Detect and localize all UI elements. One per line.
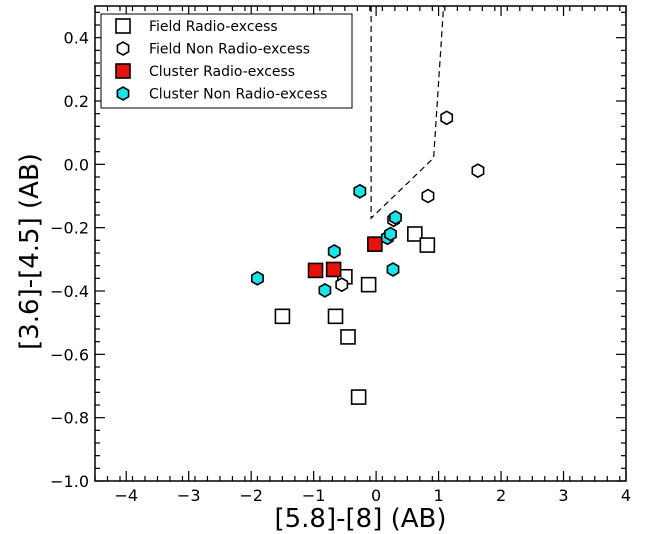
y-tick-label: 0.2: [64, 92, 89, 111]
field-non-radio-excess-point: [471, 163, 485, 179]
y-tick-label: 0.0: [64, 155, 89, 174]
legend-box: [100, 13, 353, 109]
field-radio-excess-point: [350, 389, 367, 405]
legend-label: Field Non Radio-excess: [149, 42, 310, 58]
agn-wedge-boundary: [370, 5, 445, 220]
x-tick-label: 0: [371, 486, 381, 505]
field-radio-excess-point: [327, 308, 344, 325]
wedge-line: [370, 5, 445, 220]
y-tick-label: −1.0: [50, 472, 89, 491]
x-tick-label: 2: [496, 486, 506, 505]
legend-marker: [115, 63, 131, 79]
y-tick-label: −0.8: [50, 409, 89, 428]
y-tick-label: −0.4: [50, 282, 89, 301]
y-tick-label: −0.2: [50, 219, 89, 238]
cluster-radio-excess-point: [325, 261, 342, 278]
legend-label: Cluster Radio-excess: [149, 64, 295, 80]
y-axis-label: [3.6]-[4.5] (AB): [15, 153, 45, 350]
cluster-non-radio-excess-point: [384, 226, 397, 242]
legend: Field Radio-excess Field Non Radio-excess…: [100, 13, 353, 109]
field-non-radio-excess-point: [421, 188, 435, 204]
cluster-non-radio-excess-point: [318, 282, 332, 298]
plot-frame: [94, 5, 627, 482]
x-tick-label: 4: [621, 486, 631, 505]
field-non-radio-excess-point: [440, 110, 454, 126]
cluster-radio-excess-point: [307, 262, 324, 279]
x-tick-label: −3: [177, 486, 201, 505]
cluster-non-radio-excess-point: [353, 183, 367, 199]
cluster-non-radio-excess-point: [327, 243, 341, 259]
x-tick-label: −1: [302, 486, 326, 505]
field-radio-excess-point: [360, 276, 377, 293]
x-tick-label: −4: [114, 486, 138, 505]
y-tick-label: 0.4: [64, 29, 89, 48]
cluster-radio-excess-point: [367, 236, 383, 252]
legend-marker: [115, 18, 131, 34]
data-points: [251, 110, 485, 405]
cluster-non-radio-excess-point: [251, 270, 264, 286]
x-tick-label: 1: [433, 486, 443, 505]
x-tick-label: −2: [239, 486, 263, 505]
x-axis-label: [5.8]-[8] (AB): [274, 504, 446, 534]
x-tick-label: 3: [558, 486, 568, 505]
cluster-non-radio-excess-point: [386, 262, 400, 277]
cluster-non-radio-excess-point: [389, 210, 402, 225]
legend-marker: [116, 86, 130, 101]
field-radio-excess-point: [407, 226, 423, 242]
axis-ticks: −4 −3 −2 −1 0 1 2 3 4 −1.0 −0.8 −0.6 −0.4 −0.2 0.0 0.2 0…: [50, 6, 631, 505]
field-radio-excess-point: [274, 308, 291, 325]
legend-label: Field Radio-excess: [149, 19, 278, 35]
y-tick-label: −0.6: [50, 345, 89, 364]
legend-marker: [116, 41, 130, 56]
field-non-radio-excess-point: [335, 277, 349, 293]
field-radio-excess-point: [340, 329, 356, 345]
legend-label: Cluster Non Radio-excess: [149, 87, 327, 103]
field-radio-excess-point: [419, 237, 436, 253]
